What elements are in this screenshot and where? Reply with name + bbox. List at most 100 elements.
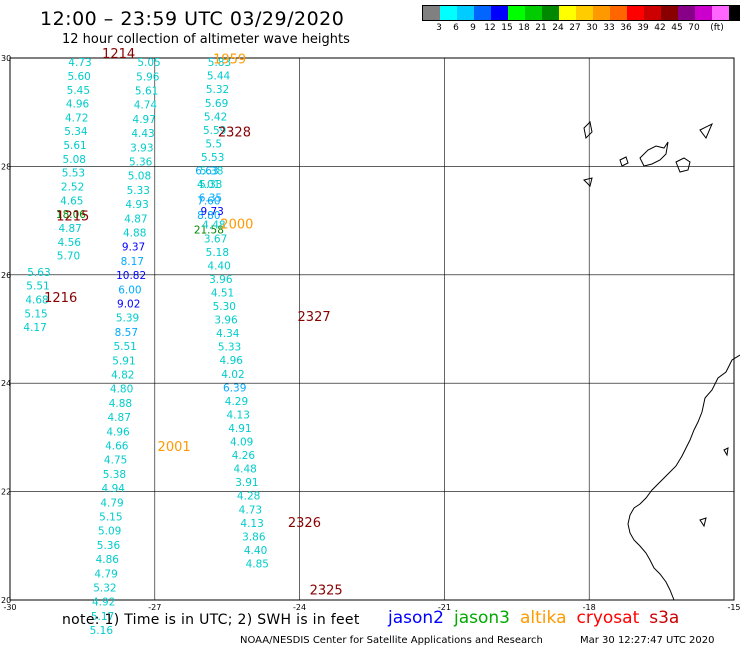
mission-altika: altika bbox=[520, 608, 567, 628]
legend-label: 42 bbox=[654, 23, 666, 33]
wave-height-value: 5.33 bbox=[218, 342, 241, 354]
wave-height-value: 5.39 bbox=[116, 313, 139, 325]
wave-height-value: 10.82 bbox=[116, 270, 146, 282]
wave-height-value: 8.57 bbox=[115, 327, 138, 339]
legend-label: 45 bbox=[671, 23, 683, 33]
wave-height-value: 4.13 bbox=[227, 409, 250, 421]
wave-height-value: 5.36 bbox=[129, 157, 153, 169]
page-subtitle: 12 hour collection of altimeter wave hei… bbox=[62, 32, 350, 47]
wave-height-value: 4.79 bbox=[100, 497, 123, 509]
wave-height-value: 9.37 bbox=[122, 242, 145, 254]
pass-time-label: 1215 bbox=[56, 210, 89, 225]
wave-height-value: 7.60 bbox=[197, 195, 220, 207]
island-tenerife bbox=[639, 141, 669, 167]
pass-time-label: 1216 bbox=[44, 291, 77, 306]
wave-height-value: 9.73 bbox=[200, 206, 223, 218]
legend-swatch bbox=[695, 6, 712, 20]
legend-labels: 3 6 9 12 15 18 21 24 27 30 33 36 39 42 45 70 (ft) bbox=[422, 21, 740, 35]
x-tick-label: -27 bbox=[148, 603, 161, 612]
legend-swatch bbox=[457, 6, 474, 20]
legend-label: 9 bbox=[470, 23, 476, 33]
legend-swatch bbox=[491, 6, 508, 20]
wave-height-value: 5.34 bbox=[64, 126, 88, 138]
y-tick-label: 30 bbox=[1, 54, 11, 63]
wave-height-value: 5.61 bbox=[135, 86, 158, 98]
wave-height-value: 4.66 bbox=[105, 441, 129, 453]
wave-height-value: 5.05 bbox=[137, 57, 160, 69]
wave-height-value: 4.88 bbox=[123, 228, 146, 240]
legend-swatch bbox=[542, 6, 559, 20]
wave-height-value: 4.65 bbox=[60, 195, 83, 207]
africa-coastline bbox=[627, 354, 740, 601]
wave-height-value: 5.36 bbox=[97, 540, 121, 552]
legend-swatch bbox=[423, 6, 440, 20]
wave-height-value: 5.60 bbox=[67, 71, 90, 83]
legend-label: 18 bbox=[518, 23, 530, 33]
x-tick-label: -18 bbox=[583, 603, 596, 612]
wave-height-value: 4.09 bbox=[230, 437, 253, 449]
wave-height-value: 2.52 bbox=[61, 182, 84, 194]
wave-height-value: 4.48 bbox=[202, 220, 225, 232]
wave-height-value: 5.45 bbox=[67, 85, 90, 97]
y-tick-label: 28 bbox=[1, 162, 11, 171]
legend-swatch bbox=[559, 6, 576, 20]
wave-height-value: 4.34 bbox=[216, 328, 240, 340]
legend-swatch bbox=[576, 6, 593, 20]
wave-height-value: 5.30 bbox=[213, 301, 236, 313]
wave-height-value: 8.80 bbox=[197, 210, 220, 222]
wave-height-value: 4.96 bbox=[66, 99, 90, 111]
wave-height-value: 5.83 bbox=[208, 57, 231, 69]
wave-height-value: 4.96 bbox=[106, 426, 130, 438]
wave-height-value: 4.74 bbox=[134, 100, 158, 112]
credit-line: NOAA/NESDIS Center for Satellite Applica… bbox=[240, 635, 543, 646]
wave-height-value: 4.94 bbox=[102, 483, 126, 495]
island-small bbox=[723, 447, 729, 457]
wave-height-value: 6.35 bbox=[199, 193, 222, 205]
wave-height-value: 4.85 bbox=[246, 558, 269, 570]
wave-height-value: 18.06 bbox=[56, 209, 86, 221]
wave-height-value: 5.15 bbox=[99, 512, 122, 524]
wave-height-value: 4.93 bbox=[125, 199, 148, 211]
y-tick-label: 26 bbox=[1, 271, 11, 280]
wave-height-value: 4.01 bbox=[197, 179, 220, 191]
wave-height-value: 6.00 bbox=[118, 284, 141, 296]
wave-height-value: 5.5 bbox=[205, 138, 222, 150]
legend-label: 36 bbox=[620, 23, 632, 33]
legend-swatch bbox=[678, 6, 695, 20]
y-tick-label: 22 bbox=[1, 488, 11, 497]
wave-height-value: 5.17 bbox=[91, 611, 114, 623]
legend-label: 21 bbox=[535, 23, 547, 33]
wave-height-value: 5.70 bbox=[57, 251, 80, 263]
wave-height-value: 4.87 bbox=[124, 213, 147, 225]
island-la-palma bbox=[583, 120, 593, 140]
x-tick-label: -24 bbox=[293, 603, 306, 612]
wave-height-value: 4.40 bbox=[207, 260, 230, 272]
x-tick-label: -15 bbox=[727, 603, 740, 612]
legend-swatches bbox=[422, 5, 740, 21]
legend-label: 39 bbox=[637, 23, 649, 33]
wave-height-value: 3.67 bbox=[204, 233, 227, 245]
wave-height-value: 4.43 bbox=[131, 128, 154, 140]
wave-height-value: 5.38 bbox=[103, 469, 126, 481]
y-tick-label: 24 bbox=[1, 379, 11, 388]
wave-height-value: 4.26 bbox=[232, 450, 256, 462]
wave-height-value: 5.44 bbox=[207, 71, 231, 83]
pass-time-label: 1214 bbox=[102, 47, 135, 62]
wave-height-value: 5.42 bbox=[204, 111, 227, 123]
wave-height-value: 6.39 bbox=[223, 382, 246, 394]
legend-label: 3 bbox=[436, 23, 442, 33]
pass-time-labels: 1214 1216 2001 2000 2328 2327 1959 2326 2325 1215 bbox=[44, 47, 343, 599]
legend-swatch bbox=[474, 6, 491, 20]
y-tick-label: 20 bbox=[1, 596, 11, 605]
wave-height-value: 4.79 bbox=[94, 568, 117, 580]
wave-height-value: 5.91 bbox=[112, 355, 135, 367]
wave-height-value: 5.18 bbox=[206, 247, 229, 259]
pass-time-label: 2327 bbox=[298, 310, 331, 325]
legend-swatch bbox=[729, 6, 740, 20]
wave-height-tracks: 4.735.605.454.964.725.345.615.085.532.52… bbox=[23, 57, 269, 637]
wave-height-value: 5.33 bbox=[199, 179, 222, 191]
legend-swatch bbox=[440, 6, 457, 20]
map-frame bbox=[9, 57, 735, 601]
wave-height-value: 5.32 bbox=[93, 583, 116, 595]
mission-jason3: jason3 bbox=[454, 608, 510, 628]
